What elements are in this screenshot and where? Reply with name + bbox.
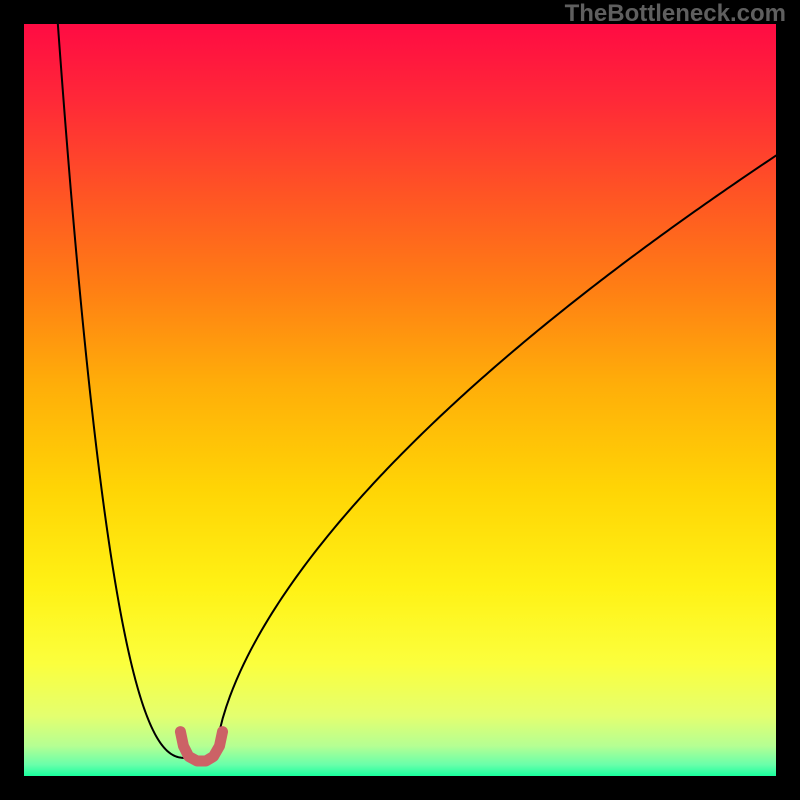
plot-area <box>24 24 776 776</box>
bottleneck-curve <box>58 24 776 762</box>
curve-layer <box>24 24 776 776</box>
chart-root: TheBottleneck.com <box>0 0 800 800</box>
optimal-point-marker <box>180 732 222 761</box>
watermark-text: TheBottleneck.com <box>565 0 786 28</box>
